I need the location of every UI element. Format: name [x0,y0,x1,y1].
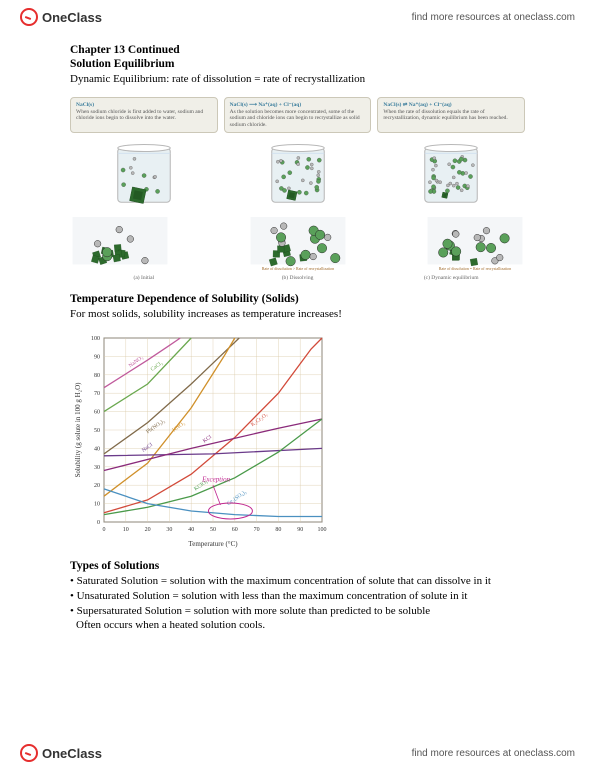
svg-text:80: 80 [94,373,100,379]
beaker-cell-1 [70,137,218,215]
header-link[interactable]: find more resources at oneclass.com [412,12,575,23]
brand-logo: OneClass [20,8,102,26]
svg-text:20: 20 [94,483,100,489]
equilibrium-caption-row: NaCl(s) When sodium chloride is first ad… [70,97,525,133]
svg-text:50: 50 [210,527,216,533]
logo-icon [20,8,38,26]
footer-link[interactable]: find more resources at oneclass.com [412,748,575,759]
logo-text: OneClass [42,746,102,761]
page-header: OneClass find more resources at oneclass… [0,0,595,34]
svg-text:30: 30 [166,527,172,533]
type-unsaturated: • Unsaturated Solution = solution with l… [70,589,525,604]
type-saturated: • Saturated Solution = solution with the… [70,574,525,589]
equil-caption-head: NaCl(s) [76,102,212,108]
svg-text:70: 70 [254,527,260,533]
svg-text:Exception: Exception [201,475,230,483]
beaker-dissolving [263,137,333,215]
svg-text:0: 0 [103,527,106,533]
page-footer: OneClass find more resources at oneclass… [0,736,595,770]
sub-caption: (a) Initial [134,275,155,281]
brand-logo-footer: OneClass [20,744,102,762]
svg-text:40: 40 [94,446,100,452]
equil-caption-body: When sodium chloride is first added to w… [76,109,203,121]
svg-text:10: 10 [123,527,129,533]
svg-text:20: 20 [145,527,151,533]
beaker-cell-2 [224,137,372,215]
closeup-1 [70,217,170,272]
equil-caption-body: When the rate of dissolution equals the … [383,109,507,121]
svg-text:60: 60 [94,410,100,416]
solubility-chart: 0 10 20 30 40 50 60 70 80 90 100 0 10 20 30 40 50 60 70 80 9… [70,330,330,550]
closeup-2: Rate of dissolution > Rate of recrystall… [248,217,348,272]
svg-text:90: 90 [297,527,303,533]
equilibrium-figure: NaCl(s) When sodium chloride is first ad… [70,97,525,281]
equil-caption-1: NaCl(s) When sodium chloride is first ad… [70,97,218,133]
closeup-row: Rate of dissolution > Rate of recrystall… [70,217,525,272]
svg-text:0: 0 [97,520,100,526]
beaker-equilibrium [416,137,486,215]
equil-caption-head: NaCl(s) ⟶ Na⁺(aq) + Cl⁻(aq) [230,102,366,108]
temp-dependence-title: Temperature Dependence of Solubility (So… [70,293,525,305]
svg-text:40: 40 [188,527,194,533]
logo-text: OneClass [42,10,102,25]
svg-text:100: 100 [91,336,100,342]
svg-text:60: 60 [232,527,238,533]
svg-text:Solubility (g solute in 100 g: Solubility (g solute in 100 g H₂O) [74,382,82,478]
beaker-initial [109,137,179,215]
equil-caption-head: NaCl(s) ⇌ Na⁺(aq) + Cl⁻(aq) [383,102,519,108]
svg-text:100: 100 [318,527,327,533]
sub-caption: (b) Dissolving [282,275,314,281]
logo-icon [20,744,38,762]
sub-caption: (c) Dynamic equilibrium [424,275,479,281]
dynamic-equilibrium-text: Dynamic Equilibrium: rate of dissolution… [70,72,525,87]
svg-text:Rate of dissolution > Rate of: Rate of dissolution > Rate of recrystall… [261,266,333,271]
types-title: Types of Solutions [70,560,525,572]
types-of-solutions: Types of Solutions • Saturated Solution … [70,560,525,633]
svg-text:Rate of dissolution = Rate of: Rate of dissolution = Rate of recrystall… [439,266,511,271]
type-often: Often occurs when a heated solution cool… [76,618,525,633]
beaker-row [70,137,525,215]
section-title: Solution Equilibrium [70,58,525,70]
svg-text:50: 50 [94,428,100,434]
document-content: Chapter 13 Continued Solution Equilibriu… [0,34,595,633]
svg-text:30: 30 [94,465,100,471]
svg-text:10: 10 [94,502,100,508]
beaker-cell-3 [377,137,525,215]
equil-caption-body: As the solution becomes more concentrate… [230,109,360,128]
svg-text:90: 90 [94,354,100,360]
type-supersaturated: • Supersaturated Solution = solution wit… [70,604,525,619]
svg-text:Temperature (°C): Temperature (°C) [188,540,238,548]
equil-caption-3: NaCl(s) ⇌ Na⁺(aq) + Cl⁻(aq) When the rat… [377,97,525,133]
temp-dependence-text: For most solids, solubility increases as… [70,307,525,322]
equil-caption-2: NaCl(s) ⟶ Na⁺(aq) + Cl⁻(aq) As the solut… [224,97,372,133]
chapter-title: Chapter 13 Continued [70,44,525,56]
svg-text:80: 80 [275,527,281,533]
subcaption-row: (a) Initial (b) Dissolving (c) Dynamic e… [70,273,525,281]
svg-text:70: 70 [94,391,100,397]
closeup-3: Rate of dissolution = Rate of recrystall… [425,217,525,272]
